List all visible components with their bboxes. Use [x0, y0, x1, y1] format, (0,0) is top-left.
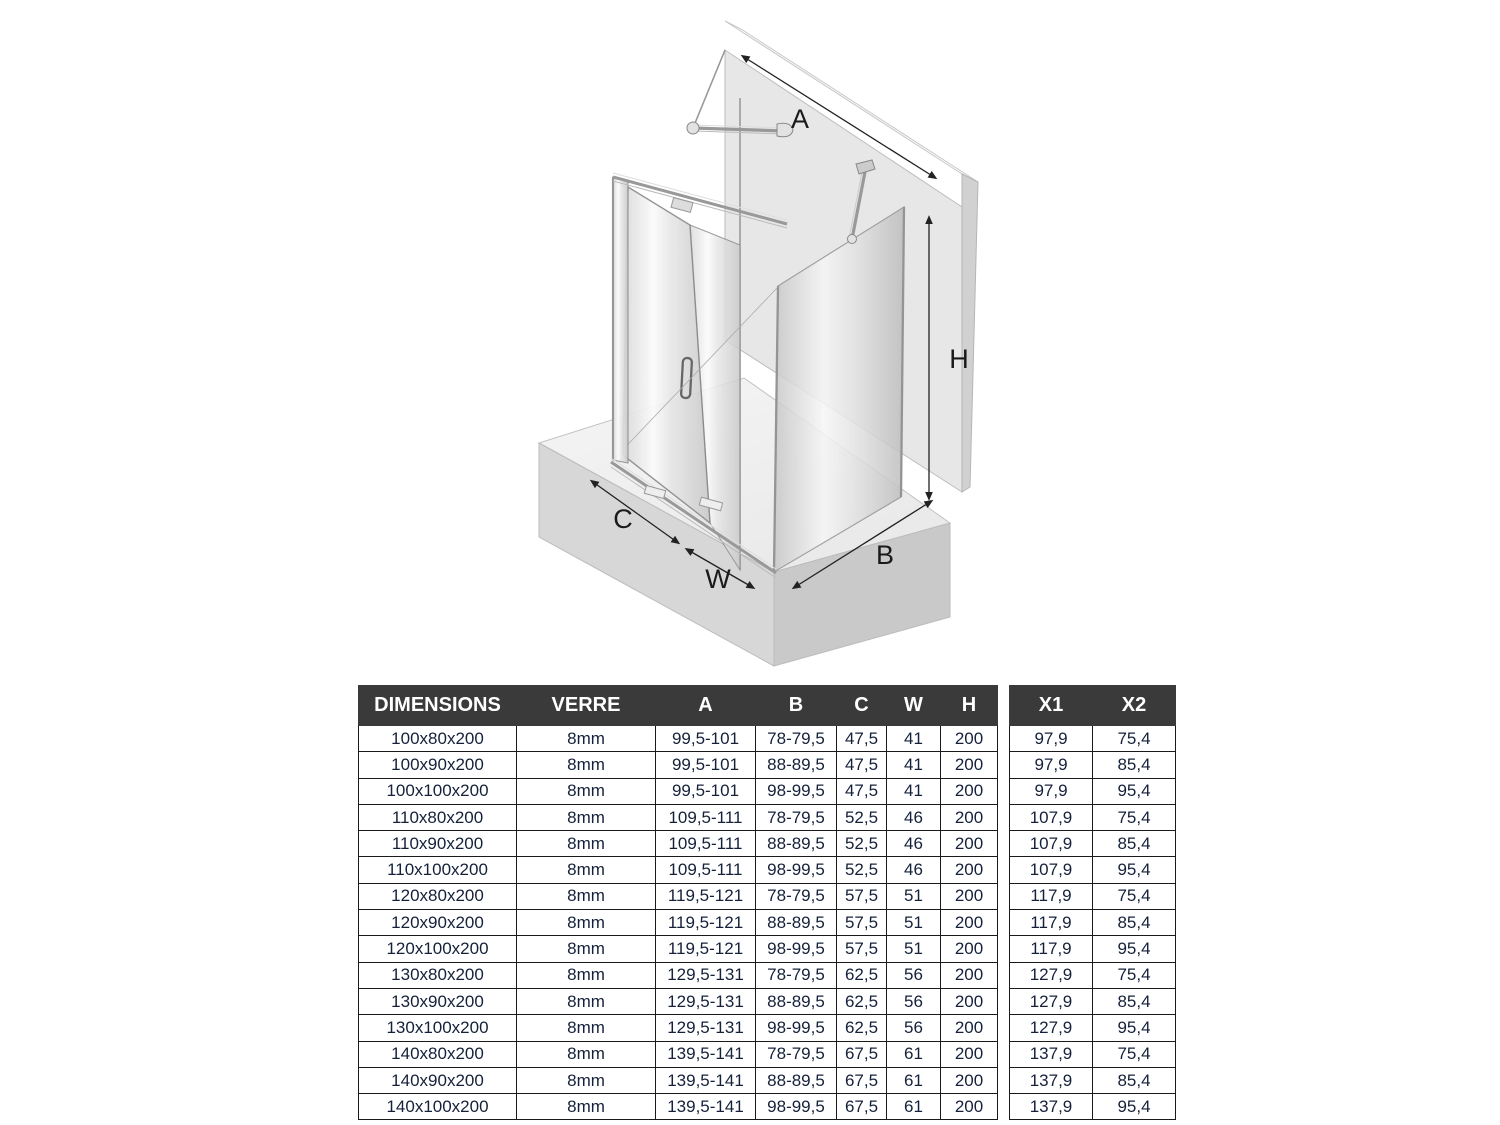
svg-text:H: H: [949, 344, 969, 374]
svg-text:A: A: [791, 104, 809, 134]
svg-text:C: C: [613, 504, 633, 534]
svg-text:B: B: [876, 540, 894, 570]
svg-text:W: W: [705, 564, 731, 594]
